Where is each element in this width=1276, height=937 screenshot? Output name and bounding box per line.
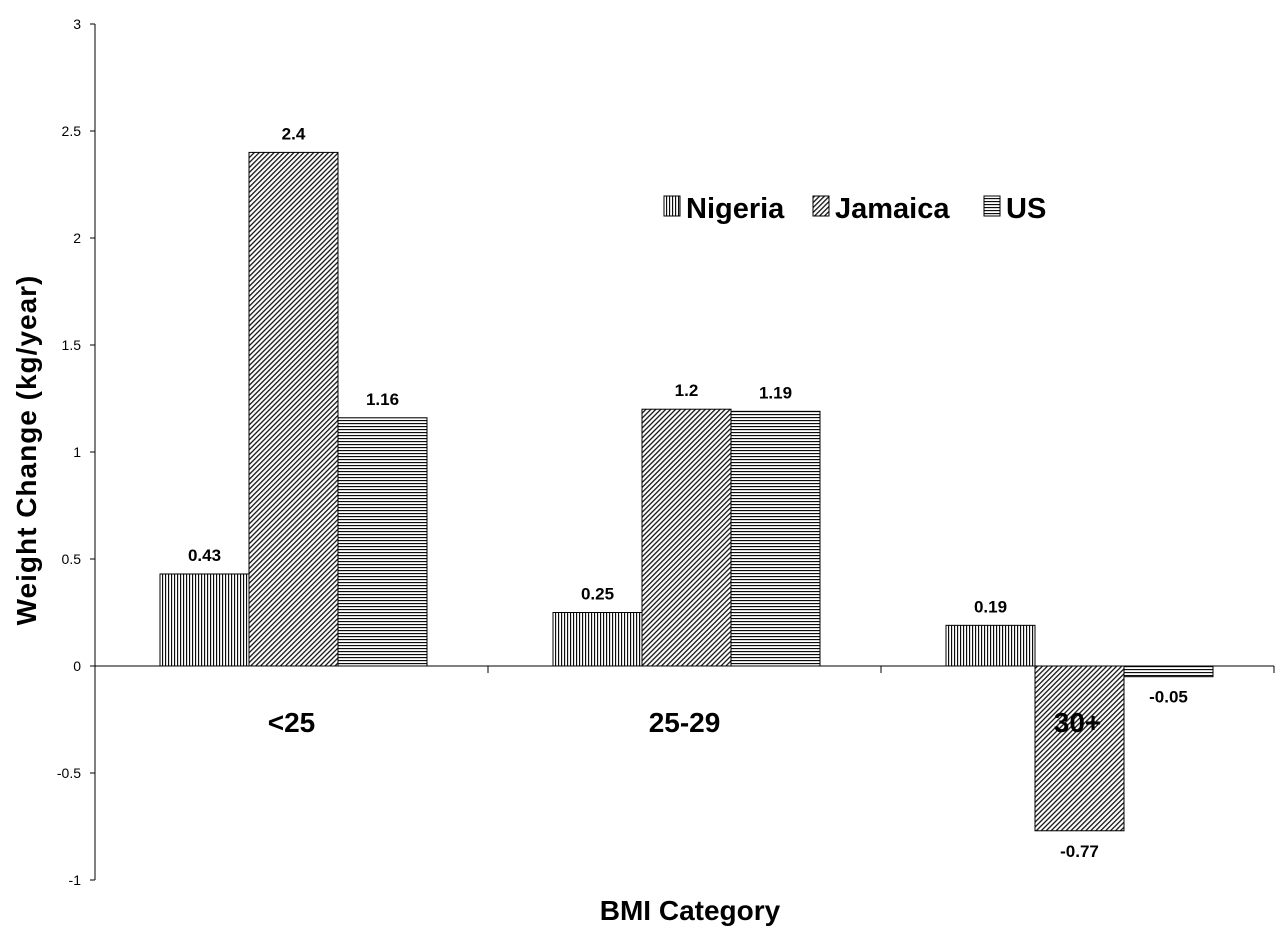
bar-jamaica (248, 151, 339, 667)
y-tick-label: 0 (73, 658, 81, 674)
bar-jamaica (641, 408, 732, 667)
category-label: 30+ (1054, 707, 1102, 738)
y-tick-label: -1 (69, 872, 82, 888)
y-tick-label: -0.5 (57, 765, 81, 781)
bar-us (337, 417, 428, 667)
data-label: 1.16 (366, 390, 399, 409)
data-label: -0.05 (1149, 688, 1188, 707)
y-tick-label: 1 (73, 444, 81, 460)
legend: Nigeria Jamaica US (663, 193, 1046, 225)
y-tick-label: 1.5 (62, 337, 82, 353)
bar-us (1123, 665, 1214, 678)
data-label: 0.25 (581, 585, 614, 604)
legend-swatch-nigeria (663, 195, 681, 217)
bars (159, 151, 1214, 832)
bar-nigeria (552, 612, 643, 667)
legend-label-us: US (1006, 193, 1046, 225)
legend-label-jamaica: Jamaica (835, 193, 950, 225)
legend-label-nigeria: Nigeria (686, 193, 785, 225)
y-axis-title: Weight Change (kg/year) (11, 275, 42, 626)
data-label: 1.19 (759, 383, 792, 402)
y-tick-label: 0.5 (62, 551, 82, 567)
data-label: 1.2 (675, 381, 699, 400)
bar-nigeria (945, 624, 1036, 667)
data-label: -0.77 (1060, 842, 1099, 861)
legend-swatch-jamaica (812, 195, 830, 217)
y-tick-label: 2.5 (62, 123, 82, 139)
data-label: 2.4 (282, 124, 306, 143)
bar-nigeria (159, 573, 250, 667)
category-label: 25-29 (649, 707, 721, 738)
category-label: <25 (268, 707, 316, 738)
bar-jamaica (1034, 665, 1125, 832)
data-label: 0.19 (974, 597, 1007, 616)
y-tick-label: 3 (73, 16, 81, 32)
data-labels: <25 25-29 30+ 0.43 0.25 0.19 2.4 1.2 -0.77 1.16 1.… (188, 124, 1188, 860)
x-axis-title: BMI Category (600, 895, 781, 926)
legend-swatch-us (983, 195, 1001, 217)
bar-us (730, 410, 821, 667)
data-label: 0.43 (188, 546, 221, 565)
y-tick-label: 2 (73, 230, 81, 246)
